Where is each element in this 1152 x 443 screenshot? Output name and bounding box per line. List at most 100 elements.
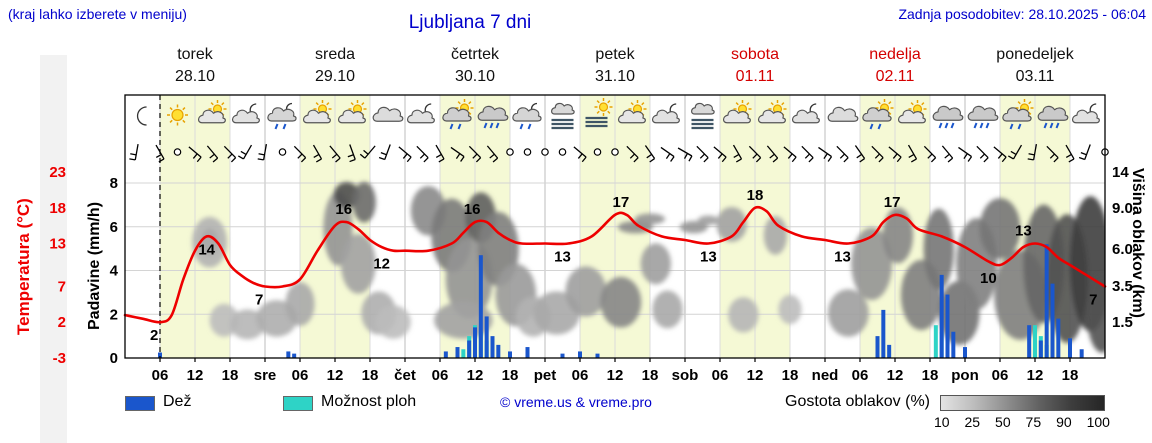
svg-text:14: 14 <box>198 241 215 258</box>
svg-text:18: 18 <box>502 367 519 384</box>
temperature-curve <box>123 205 1107 324</box>
svg-text:3.5: 3.5 <box>1112 278 1133 295</box>
svg-text:06: 06 <box>572 367 589 384</box>
day-name: nedelja <box>869 46 921 63</box>
svg-text:pet: pet <box>534 367 557 384</box>
svg-text:06: 06 <box>292 367 309 384</box>
temperature-axis-ticks: 23 18 13 7 2 -3 <box>49 164 66 367</box>
svg-text:12: 12 <box>187 367 204 384</box>
svg-text:1.5: 1.5 <box>1112 314 1133 331</box>
density-tick: 50 <box>995 414 1011 430</box>
svg-text:23: 23 <box>49 164 66 181</box>
day-header-petek: petek 31.10 <box>545 44 685 88</box>
svg-text:18: 18 <box>49 200 66 217</box>
svg-text:18: 18 <box>1062 367 1079 384</box>
svg-text:06: 06 <box>992 367 1009 384</box>
svg-text:8: 8 <box>110 175 118 192</box>
svg-text:18: 18 <box>362 367 379 384</box>
cloud-density-ticks: 10 25 50 75 90 100 <box>934 414 1110 430</box>
svg-text:2: 2 <box>110 306 118 323</box>
svg-text:2: 2 <box>150 327 158 344</box>
svg-text:12: 12 <box>1027 367 1044 384</box>
svg-text:13: 13 <box>1015 223 1032 240</box>
day-header-torek: torek 28.10 <box>125 44 265 88</box>
day-date: 01.11 <box>735 68 775 85</box>
svg-text:12: 12 <box>373 256 390 273</box>
svg-text:6.0: 6.0 <box>1112 241 1133 258</box>
shower-legend-swatch <box>283 396 313 411</box>
day-date: 02.11 <box>875 68 915 85</box>
day-header-nedelja: nedelja 02.11 <box>825 44 965 88</box>
copyright-link[interactable]: © vreme.us & vreme.pro <box>500 394 652 410</box>
svg-text:12: 12 <box>887 367 904 384</box>
day-name: ponedeljek <box>996 46 1074 63</box>
location-menu-hint: (kraj lahko izberete v meniju) <box>8 6 187 22</box>
svg-text:6: 6 <box>110 219 118 236</box>
svg-text:13: 13 <box>49 236 66 253</box>
density-tick: 10 <box>934 414 950 430</box>
svg-text:12: 12 <box>607 367 624 384</box>
page-title: Ljubljana 7 dni <box>408 12 532 33</box>
last-update-timestamp: Zadnja posodobitev: 28.10.2025 - 06:04 <box>898 6 1146 22</box>
svg-text:06: 06 <box>432 367 449 384</box>
svg-text:18: 18 <box>222 367 239 384</box>
temperature-labels: 2 14 7 16 12 16 13 17 13 18 13 17 10 13 7 <box>150 187 1098 344</box>
svg-text:06: 06 <box>852 367 869 384</box>
day-date: 29.10 <box>314 68 356 85</box>
svg-text:18: 18 <box>922 367 939 384</box>
rain-bars <box>158 244 1084 358</box>
weather-icons <box>136 98 1100 130</box>
svg-text:čet: čet <box>394 367 416 384</box>
day-name: torek <box>177 46 213 63</box>
day-name: četrtek <box>450 46 499 63</box>
day-date: 03.11 <box>1015 68 1055 85</box>
wind-barbs <box>129 144 1109 163</box>
svg-text:10: 10 <box>980 270 997 287</box>
shower-legend-label: Možnost ploh <box>321 393 417 410</box>
density-tick: 100 <box>1086 414 1110 430</box>
day-header-sreda: sreda 29.10 <box>265 44 405 88</box>
svg-text:18: 18 <box>642 367 659 384</box>
day-date: 28.10 <box>174 68 216 85</box>
svg-text:-3: -3 <box>53 350 66 367</box>
svg-text:12: 12 <box>747 367 764 384</box>
svg-text:pon: pon <box>951 367 979 384</box>
svg-text:4: 4 <box>110 263 119 280</box>
day-date: 30.10 <box>454 68 496 85</box>
svg-text:06: 06 <box>152 367 169 384</box>
day-name: petek <box>595 46 635 63</box>
svg-text:13: 13 <box>554 249 571 266</box>
svg-text:12: 12 <box>327 367 344 384</box>
svg-text:16: 16 <box>464 201 481 218</box>
day-name: sobota <box>730 46 780 63</box>
day-header-sobota: sobota 01.11 <box>685 44 825 88</box>
svg-text:7: 7 <box>1089 291 1097 308</box>
svg-text:16: 16 <box>335 201 352 218</box>
svg-text:14: 14 <box>1112 164 1129 181</box>
svg-text:13: 13 <box>700 249 717 266</box>
time-axis-labels: 06 12 18 sre 06 12 18 čet 06 12 18 pet 06 12 18 sob 06 12… <box>152 367 1079 384</box>
cloud-density-legend-label: Gostota oblakov (%) <box>785 393 930 410</box>
density-tick: 75 <box>1025 414 1042 430</box>
density-tick: 25 <box>964 414 981 430</box>
cloud-height-axis-ticks: 14 9.0 6.0 3.5 1.5 <box>1112 164 1133 331</box>
svg-text:9.0: 9.0 <box>1112 200 1133 217</box>
bottom-axis-ticks <box>159 358 1071 362</box>
svg-text:2: 2 <box>58 314 66 331</box>
day-header-ponedeljek: ponedeljek 03.11 <box>965 44 1105 88</box>
svg-text:ned: ned <box>812 367 839 384</box>
svg-text:sre: sre <box>254 367 277 384</box>
svg-text:sob: sob <box>672 367 699 384</box>
svg-text:17: 17 <box>612 194 629 211</box>
left-axis-strip <box>40 55 67 443</box>
cloud-density-gradient <box>940 395 1105 411</box>
precipitation-axis-ticks: 8 6 4 2 0 <box>110 175 119 367</box>
svg-text:12: 12 <box>467 367 484 384</box>
svg-text:06: 06 <box>712 367 729 384</box>
rain-legend-label: Dež <box>163 393 192 410</box>
density-tick: 90 <box>1056 414 1072 430</box>
svg-text:17: 17 <box>884 194 901 211</box>
svg-text:13: 13 <box>834 249 851 266</box>
rain-legend-swatch <box>125 396 155 411</box>
